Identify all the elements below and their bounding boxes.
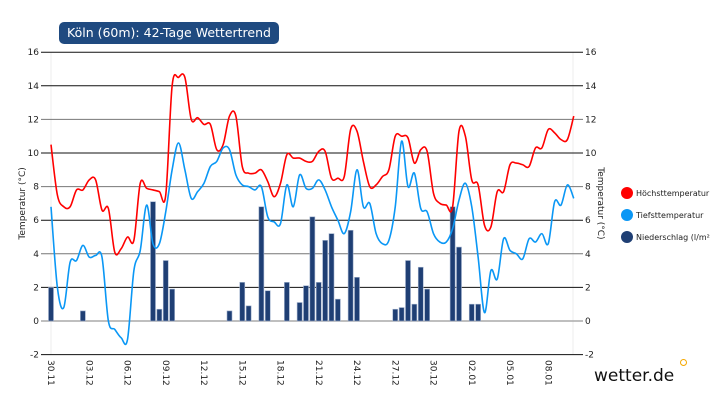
y-tick-right: 2 — [585, 283, 591, 293]
precip-bar — [303, 285, 309, 322]
precip-bar — [315, 282, 322, 322]
precip-bar — [328, 233, 335, 322]
y-tick-left: 10 — [28, 149, 40, 159]
x-tick-label: 08.01 — [542, 360, 552, 386]
precip-bar — [245, 305, 252, 322]
y-tick-left: 16 — [28, 48, 40, 58]
legend-dot-icon — [621, 231, 633, 243]
legend-label: Tiefsttemperatur — [636, 210, 704, 220]
precip-bar — [264, 290, 271, 322]
precip-bar — [226, 310, 233, 322]
y-tick-left: 4 — [33, 250, 39, 260]
x-tick-label: 09.12 — [160, 360, 170, 386]
y-tick-left: 12 — [28, 115, 39, 125]
legend-dot-icon — [621, 209, 633, 221]
precip-bar — [475, 303, 481, 322]
legend-label: Höchsttemperatur — [636, 188, 710, 198]
y-tick-right: 16 — [585, 48, 597, 58]
precip-bar — [284, 282, 290, 322]
logo-sun-icon — [680, 359, 687, 366]
y-tick-right: 10 — [585, 149, 597, 159]
y-tick-left: -2 — [30, 351, 39, 361]
y-axis-label-left: Temperatur (°C) — [18, 167, 28, 240]
precip-bar — [309, 216, 316, 322]
precip-bar — [156, 308, 163, 322]
x-tick-label: 18.12 — [275, 360, 285, 386]
chart-title: Köln (60m): 42-Tage Wettertrend — [59, 22, 279, 44]
precip-bar — [411, 303, 418, 322]
precip-bar — [150, 201, 156, 322]
legend-dot-icon — [621, 187, 633, 199]
y-tick-left: 0 — [33, 317, 39, 327]
precip-bar — [239, 282, 246, 322]
precip-bar — [80, 310, 86, 322]
y-tick-right: 12 — [585, 115, 596, 125]
x-tick-label: 21.12 — [313, 360, 323, 386]
precip-bar — [335, 298, 341, 322]
y-tick-right: 14 — [585, 82, 597, 92]
legend-item-low[interactable]: Tiefsttemperatur — [621, 209, 703, 221]
x-tick-label: 30.12 — [428, 360, 438, 386]
precip-bar — [456, 246, 462, 322]
precip-bar — [398, 307, 405, 322]
precip-bar — [162, 260, 169, 322]
x-tick-label: 02.01 — [466, 360, 476, 386]
precip-bar — [354, 277, 360, 322]
precip-bar — [468, 303, 475, 322]
x-tick-label: 15.12 — [236, 360, 246, 386]
y-tick-left: 6 — [33, 216, 39, 226]
y-tick-left: 8 — [33, 183, 39, 193]
precip-bar — [392, 308, 399, 322]
x-tick-label: 24.12 — [351, 360, 361, 386]
y-tick-left: 2 — [33, 283, 39, 293]
precip-bar — [48, 287, 54, 322]
precip-bar — [424, 288, 430, 322]
legend-label: Niederschlag (l/m² — [636, 232, 710, 242]
y-tick-right: 4 — [585, 250, 591, 260]
x-tick-label: 30.11 — [45, 360, 55, 386]
precip-bar — [258, 206, 265, 322]
y-axis-label-right: Temperatur (°C) — [595, 166, 605, 239]
x-tick-label: 12.12 — [198, 360, 208, 386]
high-temp-line — [50, 73, 575, 256]
precip-bar — [296, 302, 303, 322]
x-tick-label: 27.12 — [389, 360, 399, 386]
precip-bar — [169, 288, 175, 322]
wetter-de-logo: wetter.de — [594, 366, 675, 386]
x-tick-label: 03.12 — [83, 360, 93, 386]
y-tick-right: 0 — [585, 317, 591, 327]
y-tick-right: 8 — [585, 183, 591, 193]
low-temp-line — [50, 140, 575, 346]
x-tick-label: 05.01 — [504, 360, 514, 386]
y-tick-left: 14 — [28, 82, 40, 92]
precip-bar — [417, 266, 424, 322]
precip-bar — [405, 260, 411, 322]
y-tick-right: 6 — [585, 216, 591, 226]
legend-item-precip[interactable]: Niederschlag (l/m² — [621, 231, 710, 243]
y-tick-right: -2 — [585, 351, 594, 361]
x-tick-label: 06.12 — [122, 360, 132, 386]
legend-item-high[interactable]: Höchsttemperatur — [621, 187, 709, 199]
precip-bar — [322, 240, 328, 322]
precip-bar — [347, 229, 354, 322]
